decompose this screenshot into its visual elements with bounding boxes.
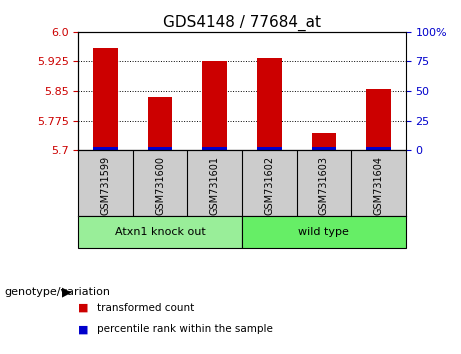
Bar (312, 147, 336, 150)
Bar (257, 147, 282, 150)
Text: GSM731604: GSM731604 (373, 156, 384, 215)
Bar (94, 147, 118, 150)
Text: percentile rank within the sample: percentile rank within the sample (97, 324, 273, 334)
Bar (78, 216, 242, 248)
Text: GSM731601: GSM731601 (210, 156, 220, 215)
Text: GSM731603: GSM731603 (319, 156, 329, 215)
Text: GSM731599: GSM731599 (100, 156, 111, 215)
Bar (366, 147, 390, 150)
Bar (312, 133, 336, 150)
Title: GDS4148 / 77684_at: GDS4148 / 77684_at (163, 14, 321, 30)
Bar (257, 58, 282, 150)
Text: transformed count: transformed count (97, 303, 194, 313)
Text: GSM731600: GSM731600 (155, 156, 165, 215)
Bar (202, 147, 227, 150)
Text: ■: ■ (78, 324, 89, 334)
Text: GSM731602: GSM731602 (264, 156, 274, 215)
Bar (94, 48, 118, 150)
Text: genotype/variation: genotype/variation (5, 287, 111, 297)
Bar (202, 62, 227, 150)
Bar (148, 97, 172, 150)
Bar (148, 147, 172, 150)
Text: ▶: ▶ (62, 286, 71, 298)
Text: Atxn1 knock out: Atxn1 knock out (115, 227, 206, 237)
Bar (242, 216, 406, 248)
Bar (366, 89, 390, 150)
Text: wild type: wild type (298, 227, 349, 237)
Text: ■: ■ (78, 303, 89, 313)
